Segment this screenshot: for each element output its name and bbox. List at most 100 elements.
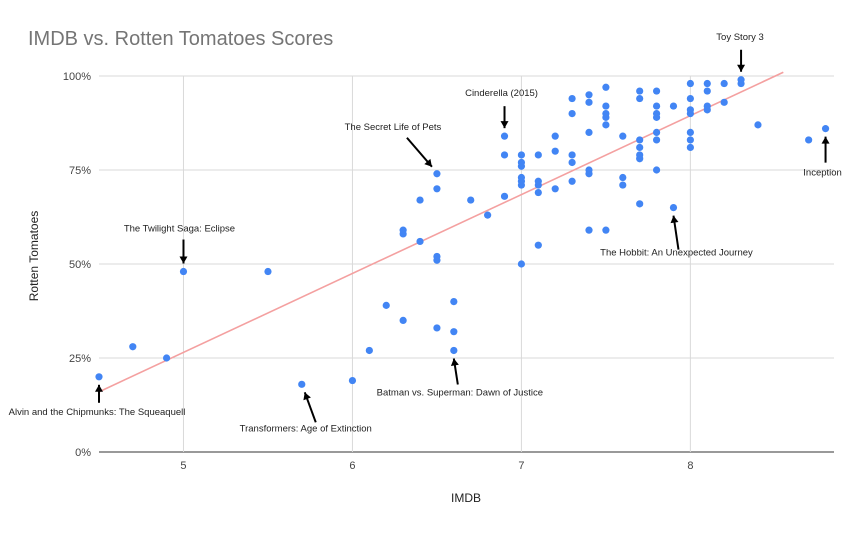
y-axis-ticks: 0% 25% 50% 75% 100% bbox=[63, 71, 91, 459]
data-point bbox=[534, 177, 542, 185]
data-point bbox=[720, 98, 728, 106]
data-point bbox=[585, 91, 593, 99]
annotations: Toy Story 3 Cinderella (2015) The Secret L… bbox=[9, 32, 842, 435]
data-point bbox=[264, 267, 272, 276]
data-point bbox=[585, 128, 593, 136]
data-point bbox=[652, 136, 661, 144]
data-point bbox=[619, 181, 627, 189]
data-point bbox=[636, 200, 644, 208]
data-point bbox=[686, 128, 694, 136]
data-point bbox=[551, 185, 559, 193]
data-point bbox=[517, 260, 526, 268]
data-points bbox=[95, 76, 830, 388]
annotation-arrowhead bbox=[179, 256, 188, 264]
data-point bbox=[686, 106, 694, 114]
data-point bbox=[636, 87, 644, 95]
data-point bbox=[754, 121, 762, 129]
data-point bbox=[585, 226, 593, 234]
y-axis-label: Rotten Tomatoes bbox=[27, 211, 41, 302]
data-point bbox=[162, 354, 171, 362]
data-point bbox=[568, 94, 576, 103]
data-point bbox=[568, 151, 576, 159]
data-point bbox=[703, 102, 711, 110]
annotation-arrowhead bbox=[450, 358, 459, 367]
data-point bbox=[619, 173, 627, 182]
data-point bbox=[433, 185, 441, 193]
annotation-label: The Secret Life of Pets bbox=[345, 122, 442, 133]
data-point bbox=[399, 226, 407, 234]
data-point bbox=[602, 226, 610, 234]
data-point bbox=[450, 346, 458, 355]
annotation-arrowhead bbox=[303, 392, 311, 401]
data-point bbox=[551, 132, 559, 140]
data-point bbox=[669, 102, 678, 110]
data-point bbox=[686, 136, 694, 144]
data-point bbox=[517, 173, 526, 182]
data-point bbox=[805, 136, 813, 144]
y-tick-label: 100% bbox=[63, 71, 91, 83]
x-tick-label: 5 bbox=[180, 460, 186, 472]
annotation-arrowhead bbox=[500, 121, 509, 129]
data-point bbox=[517, 158, 526, 167]
data-point bbox=[500, 132, 509, 140]
annotation-arrowhead bbox=[670, 215, 679, 224]
data-point bbox=[636, 94, 644, 103]
data-point bbox=[534, 241, 542, 249]
x-axis-label: IMDB bbox=[451, 491, 481, 505]
annotation-label: The Hobbit: An Unexpected Journey bbox=[600, 248, 753, 259]
data-point bbox=[602, 83, 610, 91]
x-tick-label: 8 bbox=[687, 460, 693, 472]
data-point bbox=[298, 380, 306, 388]
data-point bbox=[433, 170, 441, 178]
data-point bbox=[382, 301, 390, 309]
data-point bbox=[534, 151, 542, 159]
data-point bbox=[179, 267, 188, 276]
data-point bbox=[703, 87, 711, 95]
data-point bbox=[636, 151, 644, 159]
data-point bbox=[686, 94, 694, 103]
chart-title: IMDB vs. Rotten Tomatoes Scores bbox=[28, 28, 334, 50]
y-tick-label: 50% bbox=[69, 259, 91, 271]
annotation-arrowhead bbox=[95, 384, 103, 392]
data-point bbox=[652, 87, 661, 95]
data-point bbox=[821, 125, 830, 133]
annotation-label: Batman vs. Superman: Dawn of Justice bbox=[377, 387, 543, 398]
data-point bbox=[399, 316, 407, 324]
annotation-arrowhead bbox=[424, 158, 432, 167]
data-point bbox=[619, 132, 627, 140]
x-axis-ticks: 5 6 7 8 bbox=[180, 460, 693, 472]
annotation-label: The Twilight Saga: Eclipse bbox=[124, 224, 235, 235]
annotation-label: Cinderella (2015) bbox=[465, 88, 538, 99]
data-point bbox=[602, 110, 610, 118]
data-point bbox=[686, 79, 694, 88]
data-point bbox=[416, 196, 424, 204]
data-point bbox=[636, 136, 644, 144]
data-point bbox=[365, 346, 373, 355]
data-point bbox=[433, 324, 441, 332]
data-point bbox=[686, 143, 694, 152]
data-point bbox=[568, 158, 576, 167]
data-point bbox=[500, 151, 509, 159]
data-point bbox=[534, 188, 542, 197]
data-point bbox=[484, 211, 492, 219]
y-tick-label: 0% bbox=[75, 447, 91, 459]
x-tick-label: 7 bbox=[518, 460, 524, 472]
annotation-label: Inception bbox=[803, 168, 842, 179]
data-point bbox=[652, 166, 661, 174]
data-point bbox=[585, 98, 593, 106]
x-tick-label: 6 bbox=[349, 460, 355, 472]
data-point bbox=[602, 121, 610, 129]
data-point bbox=[433, 252, 441, 261]
data-point bbox=[720, 79, 728, 88]
y-tick-label: 25% bbox=[69, 353, 91, 365]
data-point bbox=[348, 376, 357, 385]
data-point bbox=[450, 298, 458, 306]
data-point bbox=[500, 192, 509, 200]
data-point bbox=[652, 102, 661, 110]
data-point bbox=[636, 143, 644, 152]
data-point bbox=[416, 237, 424, 246]
annotation-label: Alvin and the Chipmunks: The Squeaquell bbox=[9, 407, 186, 418]
data-point bbox=[585, 166, 593, 174]
data-point bbox=[467, 196, 475, 204]
